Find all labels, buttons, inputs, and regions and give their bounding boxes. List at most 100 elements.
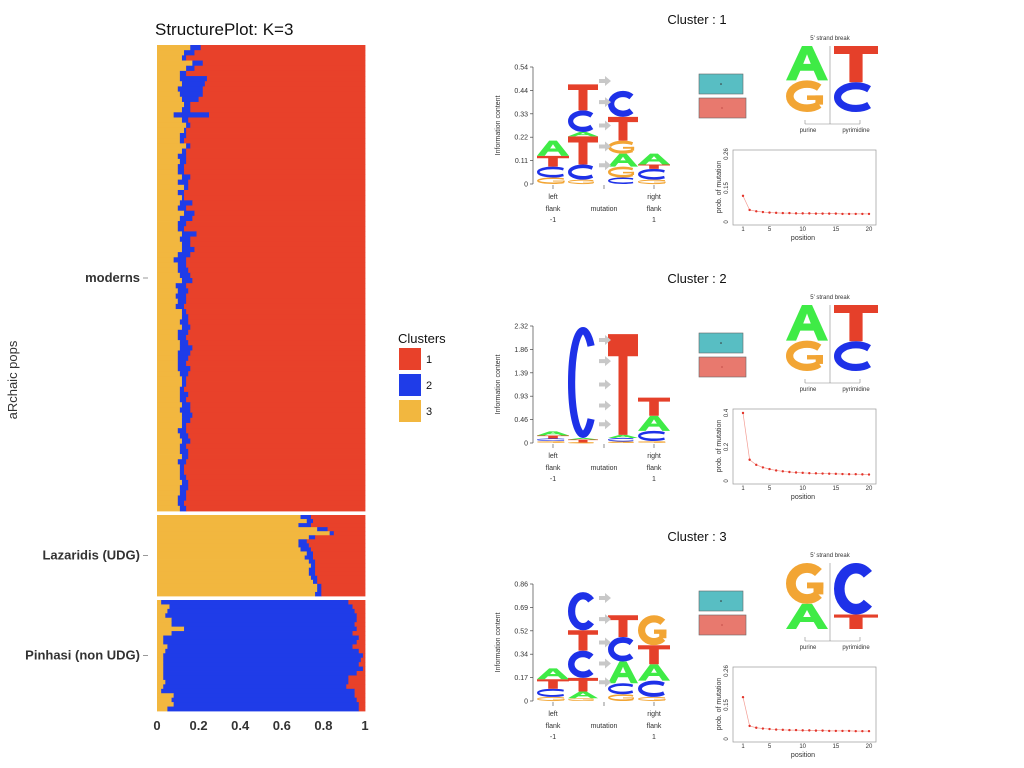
letter-g-bar (807, 355, 823, 360)
bar-segment-cluster-3 (157, 107, 183, 113)
letter-C (608, 637, 634, 662)
letter-g-bar (553, 180, 565, 182)
decay-point (834, 472, 838, 476)
bar-segment-cluster-3 (157, 278, 183, 284)
letter-stroke (638, 179, 666, 185)
bar-segment-cluster-2 (308, 567, 316, 573)
bar-segment-cluster-3 (157, 231, 183, 237)
bar-segment-cluster-3 (157, 535, 310, 540)
decay-frame (732, 408, 877, 485)
bar-segment-cluster-1 (186, 283, 366, 289)
bar-segment-cluster-3 (157, 189, 179, 196)
bar-segment-cluster-1 (358, 648, 366, 654)
bar-segment-cluster-1 (186, 495, 366, 502)
mutation-arrow (599, 614, 611, 625)
bar-segment-cluster-2 (177, 495, 187, 502)
bar-segment-cluster-2 (300, 515, 312, 520)
teal-box-dot (720, 83, 722, 85)
bar-segment-cluster-1 (186, 505, 366, 512)
bar-segment-cluster-1 (186, 205, 366, 212)
bar-segment-cluster-2 (179, 345, 193, 351)
bar-segment-cluster-1 (310, 523, 366, 528)
bar-segment-cluster-2 (190, 45, 202, 51)
structure-plot: StructurePlot: K=3 aRchaic pops moderns L… (5, 20, 446, 733)
bar-segment-cluster-1 (186, 360, 366, 367)
letter-C (608, 683, 634, 695)
cluster-panels: Cluster : 1 0 0.11 0.22 0.33 0.44 0.54 Informat… (495, 12, 878, 759)
letter-stroke (786, 563, 822, 604)
bar-segment-cluster-2 (300, 547, 312, 552)
bar-segment-cluster-3 (157, 283, 177, 289)
bar-segment-cluster-1 (186, 55, 366, 61)
bar-segment-cluster-1 (202, 60, 366, 67)
bar-segment-cluster-1 (184, 303, 366, 310)
bar-segment-cluster-1 (310, 515, 366, 520)
mutation-arrow (599, 379, 611, 390)
letter-g-bar (623, 146, 635, 149)
bar-segment-cluster-1 (186, 428, 366, 434)
bar-segment-cluster-2 (177, 459, 187, 465)
letter-C (537, 438, 565, 441)
decay-y-label: prob. of mutation (716, 161, 723, 214)
letter-g-stem (659, 629, 667, 639)
bar-segment-cluster-1 (206, 76, 366, 82)
bar-segment-cluster-1 (362, 666, 366, 672)
bar-segment-cluster-2 (179, 490, 187, 496)
decay-point (755, 726, 758, 729)
letter-T (608, 334, 638, 435)
bar-segment-cluster-3 (157, 671, 164, 676)
bar-segment-cluster-1 (186, 158, 366, 165)
bar-segment-cluster-1 (317, 579, 366, 585)
bar-segment-cluster-2 (177, 329, 189, 336)
bar-segment-cluster-3 (157, 464, 181, 470)
bar-segment-cluster-1 (358, 702, 366, 707)
bar-segment-cluster-3 (157, 479, 183, 486)
bar-segment-cluster-3 (157, 505, 181, 512)
bar-segment-cluster-3 (157, 164, 179, 170)
bar-segment-cluster-3 (157, 555, 306, 560)
bar-segment-cluster-2 (181, 309, 187, 315)
bar-segment-cluster-1 (327, 527, 366, 532)
bar-segment-cluster-3 (157, 519, 308, 524)
bar-segment-cluster-1 (192, 278, 366, 284)
bar-segment-cluster-1 (190, 236, 366, 243)
bar-segment-cluster-2 (177, 366, 191, 372)
letter-A (537, 431, 569, 436)
bar-segment-cluster-1 (356, 617, 366, 623)
bar-segment-cluster-1 (186, 127, 366, 134)
letter-G (638, 615, 667, 646)
decay-point (801, 729, 804, 732)
bar-segment-cluster-3 (157, 112, 175, 118)
bar-segment-cluster-2 (181, 422, 187, 429)
bar-segment-cluster-3 (157, 267, 179, 274)
cluster-panel-2: Cluster : 2 0 0.46 0.93 1.39 1.86 2.32 Informat… (495, 271, 878, 501)
bar-segment-cluster-2 (317, 583, 322, 589)
letter-C (568, 327, 595, 438)
letter-T (537, 435, 569, 439)
letter-stroke (608, 90, 634, 117)
bar-segment-cluster-1 (186, 148, 366, 155)
bar-segment-cluster-2 (177, 288, 189, 294)
strand-break-title: 5' strand break (810, 36, 851, 42)
bar-segment-cluster-3 (157, 515, 301, 520)
bar-segment-cluster-1 (190, 107, 366, 113)
bar-segment-cluster-1 (186, 443, 366, 450)
decay-point (768, 467, 771, 471)
bar-segment-cluster-2 (181, 417, 191, 424)
bar-segment-cluster-2 (184, 101, 191, 108)
bar-segment-cluster-1 (362, 653, 366, 659)
bar-segment-cluster-1 (321, 591, 366, 597)
letter-A (638, 153, 670, 165)
decay-point (801, 471, 804, 475)
bar-segment-cluster-2 (298, 543, 310, 548)
bar-segment-cluster-1 (194, 50, 366, 56)
letter-g-stem (815, 95, 824, 105)
bar-segment-cluster-1 (188, 454, 366, 460)
bar-segment-cluster-3 (157, 138, 181, 144)
bar-segment-cluster-3 (157, 70, 181, 77)
decay-point (761, 466, 765, 469)
bar-segment-cluster-3 (157, 604, 170, 610)
strand-break-logo: 5' strand break purine pyrimidine (786, 36, 878, 134)
bar-segment-cluster-2 (181, 241, 191, 248)
group-label: Lazaridis (UDG) (42, 548, 140, 563)
